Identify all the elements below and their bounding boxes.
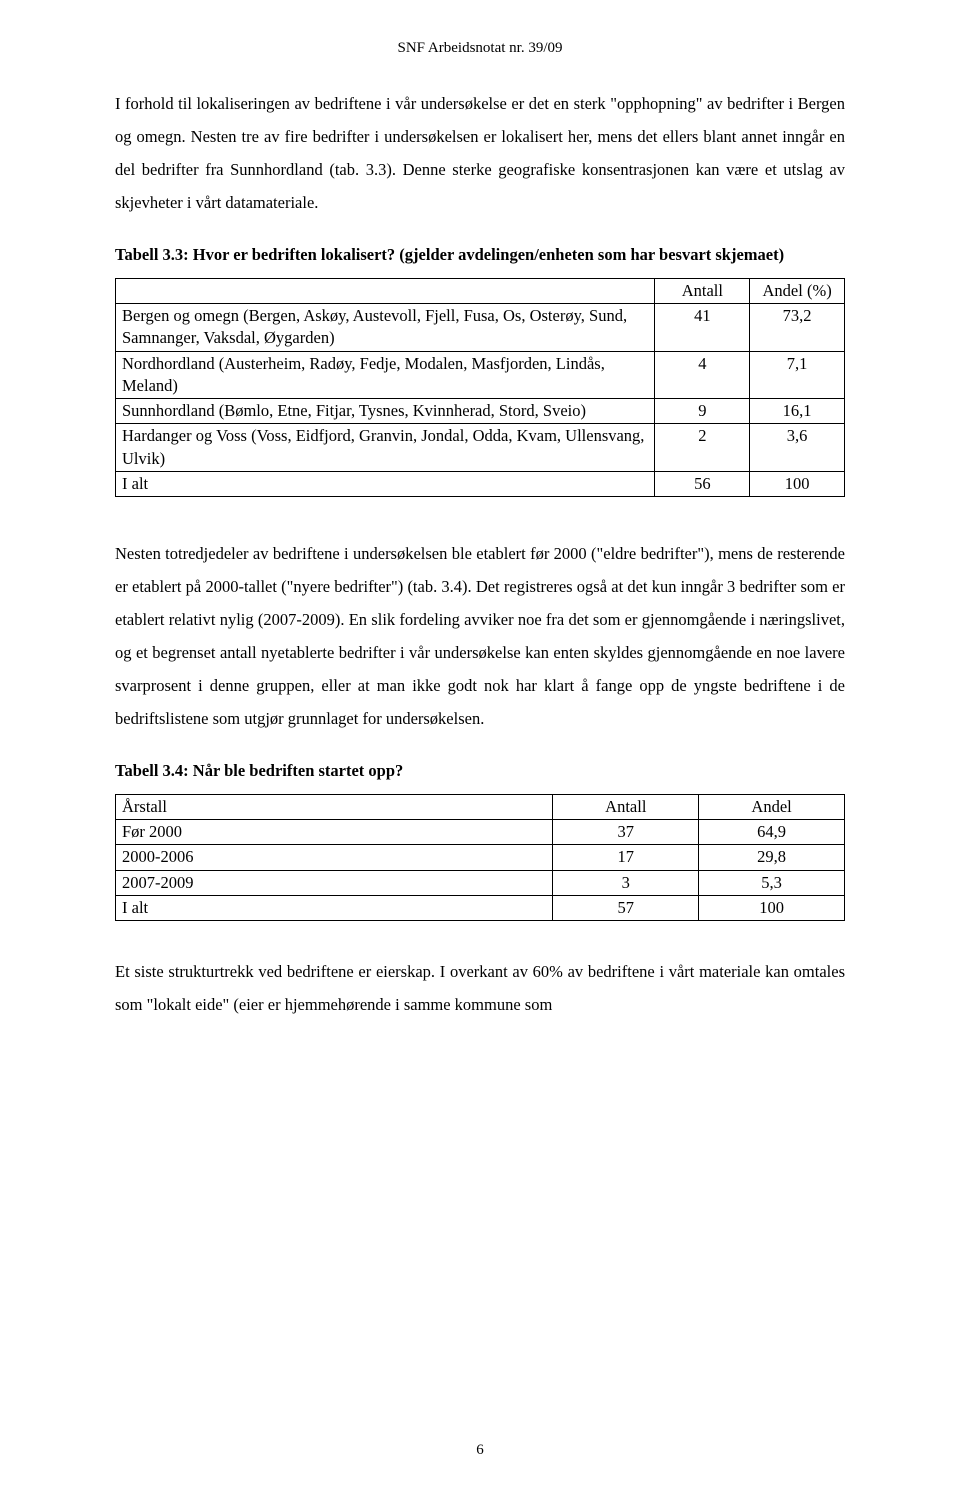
th: Årstall	[116, 794, 553, 819]
th: Antall	[655, 278, 750, 303]
td: 5,3	[699, 870, 845, 895]
table-row: I alt 56 100	[116, 471, 845, 496]
td: Sunnhordland (Bømlo, Etne, Fitjar, Tysne…	[116, 399, 655, 424]
td: 9	[655, 399, 750, 424]
paragraph-2: Nesten totredjedeler av bedriftene i und…	[115, 537, 845, 735]
th: Andel	[699, 794, 845, 819]
td: 2007-2009	[116, 870, 553, 895]
paragraph-3: Et siste strukturtrekk ved bedriftene er…	[115, 955, 845, 1021]
paragraph-1: I forhold til lokaliseringen av bedrifte…	[115, 87, 845, 219]
td: 4	[655, 351, 750, 399]
table-row: I alt 57 100	[116, 895, 845, 920]
td: 57	[553, 895, 699, 920]
td: 3,6	[750, 424, 845, 472]
td: I alt	[116, 895, 553, 920]
th: Andel (%)	[750, 278, 845, 303]
td: 2000-2006	[116, 845, 553, 870]
table-row: Nordhordland (Austerheim, Radøy, Fedje, …	[116, 351, 845, 399]
td: Hardanger og Voss (Voss, Eidfjord, Granv…	[116, 424, 655, 472]
table-row: Sunnhordland (Bømlo, Etne, Fitjar, Tysne…	[116, 399, 845, 424]
table-3-3-caption: Tabell 3.3: Hvor er bedriften lokalisert…	[115, 243, 845, 268]
table-row: 2000-2006 17 29,8	[116, 845, 845, 870]
td: 2	[655, 424, 750, 472]
td: 100	[699, 895, 845, 920]
table-row: 2007-2009 3 5,3	[116, 870, 845, 895]
td: Bergen og omegn (Bergen, Askøy, Austevol…	[116, 304, 655, 352]
td: 7,1	[750, 351, 845, 399]
page-number: 6	[0, 1442, 960, 1459]
table-row: Før 2000 37 64,9	[116, 820, 845, 845]
td: 37	[553, 820, 699, 845]
td: 41	[655, 304, 750, 352]
table-3-3: Antall Andel (%) Bergen og omegn (Bergen…	[115, 278, 845, 497]
td: 73,2	[750, 304, 845, 352]
page-header: SNF Arbeidsnotat nr. 39/09	[115, 40, 845, 57]
table-row: Årstall Antall Andel	[116, 794, 845, 819]
th: Antall	[553, 794, 699, 819]
td: Før 2000	[116, 820, 553, 845]
table-row: Hardanger og Voss (Voss, Eidfjord, Granv…	[116, 424, 845, 472]
th	[116, 278, 655, 303]
td: 16,1	[750, 399, 845, 424]
td: 17	[553, 845, 699, 870]
page: SNF Arbeidsnotat nr. 39/09 I forhold til…	[0, 0, 960, 1499]
td: 3	[553, 870, 699, 895]
table-3-4: Årstall Antall Andel Før 2000 37 64,9 20…	[115, 794, 845, 921]
table-3-4-caption: Tabell 3.4: Når ble bedriften startet op…	[115, 759, 845, 784]
td: I alt	[116, 471, 655, 496]
table-row: Antall Andel (%)	[116, 278, 845, 303]
td: 56	[655, 471, 750, 496]
td: 100	[750, 471, 845, 496]
td: Nordhordland (Austerheim, Radøy, Fedje, …	[116, 351, 655, 399]
td: 64,9	[699, 820, 845, 845]
table-row: Bergen og omegn (Bergen, Askøy, Austevol…	[116, 304, 845, 352]
td: 29,8	[699, 845, 845, 870]
